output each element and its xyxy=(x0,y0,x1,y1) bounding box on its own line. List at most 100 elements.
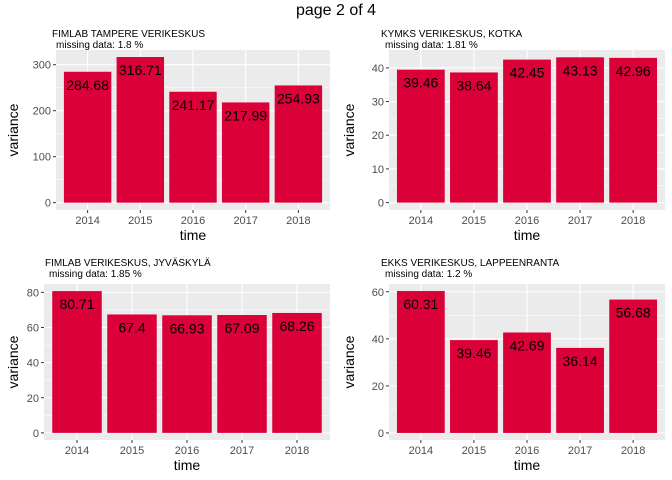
bar-value-label: 43.13 xyxy=(563,62,598,78)
panel-title: EKKS VERIKESKUS, LAPPEENRANTA xyxy=(381,258,560,269)
x-axis-title: time xyxy=(174,457,201,473)
bar-value-label: 241.17 xyxy=(172,97,215,113)
bar xyxy=(63,71,112,203)
y-tick-label: 60 xyxy=(27,322,39,334)
bar-value-label: 39.46 xyxy=(403,75,438,91)
y-tick-label: 100 xyxy=(33,152,51,164)
panel-subtitle: missing data: 1.85 % xyxy=(49,269,142,280)
y-tick-label: 60 xyxy=(372,287,384,299)
bar-value-label: 68.26 xyxy=(279,318,314,334)
bar-value-label: 36.14 xyxy=(563,353,598,369)
x-axis-title: time xyxy=(180,227,207,243)
x-tick-label: 2015 xyxy=(462,445,486,457)
bar xyxy=(162,315,212,433)
bar xyxy=(217,315,267,433)
x-tick-label: 2014 xyxy=(75,215,99,227)
panel-title: KYMKS VERIKESKUS, KOTKA xyxy=(381,29,522,40)
bar xyxy=(503,59,551,203)
panel-title: FIMLAB TAMPERE VERIKESKUS xyxy=(52,29,205,40)
bar xyxy=(274,85,323,203)
x-tick-label: 2017 xyxy=(233,215,257,227)
x-tick-label: 2014 xyxy=(409,445,433,457)
bar xyxy=(503,332,551,433)
y-tick-label: 40 xyxy=(372,334,384,346)
x-tick-label: 2014 xyxy=(409,215,433,227)
bar xyxy=(396,291,445,433)
panel-subtitle: missing data: 1.2 % xyxy=(385,269,472,280)
bar-value-label: 284.68 xyxy=(66,77,109,93)
y-tick-label: 0 xyxy=(45,198,51,210)
x-tick-label: 2015 xyxy=(128,215,152,227)
bar-value-label: 56.68 xyxy=(616,305,651,321)
y-axis-title: variance xyxy=(5,335,21,388)
x-tick-label: 2015 xyxy=(462,215,486,227)
y-axis-title: variance xyxy=(341,103,357,156)
y-tick-label: 20 xyxy=(27,393,39,405)
y-tick-label: 300 xyxy=(33,60,51,72)
x-tick-label: 2017 xyxy=(568,445,592,457)
bar-value-label: 316.71 xyxy=(119,62,162,78)
bar xyxy=(450,72,498,203)
y-tick-label: 40 xyxy=(372,63,384,75)
bar-value-label: 217.99 xyxy=(224,107,267,123)
bar-value-label: 66.93 xyxy=(169,320,204,336)
bar xyxy=(556,57,604,203)
bar-value-label: 80.71 xyxy=(59,296,94,312)
bar xyxy=(450,340,498,433)
x-tick-label: 2018 xyxy=(285,445,309,457)
y-tick-label: 80 xyxy=(27,287,39,299)
y-tick-label: 20 xyxy=(372,130,384,142)
x-tick-label: 2018 xyxy=(286,215,310,227)
y-tick-label: 40 xyxy=(27,358,39,370)
panel-subtitle: missing data: 1.8 % xyxy=(56,40,143,51)
y-tick-label: 0 xyxy=(33,428,39,440)
bar-value-label: 42.96 xyxy=(616,63,651,79)
bar xyxy=(52,291,102,433)
bar-value-label: 42.45 xyxy=(509,65,544,81)
bar-value-label: 254.93 xyxy=(277,90,320,106)
bar xyxy=(396,69,445,203)
y-tick-label: 20 xyxy=(372,381,384,393)
bar xyxy=(272,312,322,433)
bar-value-label: 39.46 xyxy=(456,345,491,361)
x-tick-label: 2018 xyxy=(621,445,645,457)
x-axis-title: time xyxy=(514,227,541,243)
bar xyxy=(116,57,165,203)
x-tick-label: 2014 xyxy=(65,445,89,457)
bar-value-label: 38.64 xyxy=(456,77,491,93)
y-tick-label: 30 xyxy=(372,97,384,109)
panel-subtitle: missing data: 1.81 % xyxy=(385,40,478,51)
y-tick-label: 0 xyxy=(378,198,384,210)
bar xyxy=(609,299,658,433)
bar xyxy=(169,91,217,203)
y-tick-label: 0 xyxy=(378,428,384,440)
y-axis-title: variance xyxy=(341,335,357,388)
y-tick-label: 10 xyxy=(372,164,384,176)
x-tick-label: 2017 xyxy=(568,215,592,227)
panel-title: FIMLAB VERIKESKUS, JYVÄSKYLÄ xyxy=(45,257,211,269)
bar xyxy=(107,314,157,433)
bar-value-label: 67.4 xyxy=(118,319,145,335)
x-tick-label: 2015 xyxy=(120,445,144,457)
x-tick-label: 2016 xyxy=(181,215,205,227)
bar xyxy=(556,347,604,433)
x-tick-label: 2016 xyxy=(515,215,539,227)
x-axis-title: time xyxy=(514,457,541,473)
y-axis-title: variance xyxy=(5,103,21,156)
page-title: page 2 of 4 xyxy=(295,2,377,19)
x-tick-label: 2016 xyxy=(175,445,199,457)
bar xyxy=(609,57,658,203)
bar-value-label: 67.09 xyxy=(224,320,259,336)
bar-value-label: 42.69 xyxy=(509,337,544,353)
x-tick-label: 2017 xyxy=(230,445,254,457)
y-tick-label: 200 xyxy=(33,106,51,118)
bar xyxy=(221,102,270,203)
x-tick-label: 2018 xyxy=(621,215,645,227)
x-tick-label: 2016 xyxy=(515,445,539,457)
bar-value-label: 60.31 xyxy=(403,296,438,312)
